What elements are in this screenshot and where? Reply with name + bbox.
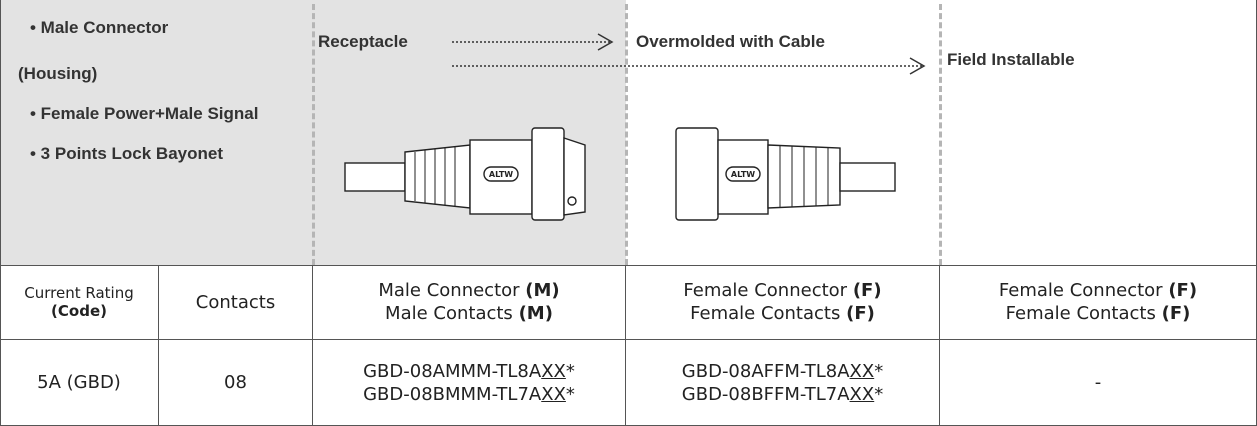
header-code: (Code) — [51, 302, 107, 320]
feature: • Male Connector — [30, 18, 169, 37]
contacts: 08 — [224, 372, 247, 393]
part-suffix: * — [565, 360, 575, 382]
rating: 5A (GBD) — [37, 372, 121, 393]
part-suffix: * — [874, 383, 884, 405]
field: - — [1094, 372, 1102, 393]
arrows — [452, 33, 926, 75]
table-cell: Current Rating (Code) — [0, 265, 159, 340]
part-number: GBD-08AFFM-TL8AXX* — [682, 360, 883, 383]
header-line: Female Contacts (F) — [1006, 302, 1191, 325]
table-cell: GBD-08AMMM-TL8AXX* GBD-08BMMM-TL7AXX* — [313, 340, 626, 426]
header-line: Female Connector (F) — [683, 279, 881, 302]
header-code: (F) — [1168, 280, 1198, 301]
header-code: (M) — [518, 303, 553, 324]
receptacle-drawing: ALTW — [344, 127, 586, 221]
part-code: XX — [849, 383, 875, 405]
header-line: Male Contacts (M) — [385, 302, 553, 325]
svg-text:ALTW: ALTW — [731, 170, 755, 179]
header-line: Female Connector (F) — [999, 279, 1197, 302]
header-code: (F) — [846, 303, 875, 324]
column-title: Receptacle — [318, 32, 408, 51]
header-text: Contacts — [195, 291, 276, 313]
header-line: Male Connector (M) — [378, 279, 559, 302]
separator — [625, 4, 628, 265]
divider — [0, 265, 1257, 266]
svg-text:ALTW: ALTW — [489, 170, 513, 179]
feature: (Housing) — [18, 64, 98, 83]
part-code: XX — [541, 360, 566, 382]
header-code: (M) — [525, 280, 560, 301]
part-prefix: GBD-08AFFM-TL8A — [681, 360, 850, 382]
column-title: Overmolded with Cable — [636, 32, 825, 51]
separator — [312, 4, 315, 265]
table-cell: 08 — [159, 340, 313, 426]
table-cell: GBD-08AFFM-TL8AXX* GBD-08BFFM-TL7AXX* — [626, 340, 940, 426]
separator — [939, 4, 942, 265]
header-text: Female Contacts — [690, 303, 841, 324]
part-prefix: GBD-08BMMM-TL7A — [363, 383, 542, 405]
table-cell: Male Connector (M) Male Contacts (M) — [313, 265, 626, 340]
part-suffix: * — [874, 360, 884, 382]
part-prefix: GBD-08AMMM-TL8A — [363, 360, 542, 382]
header-text: Current Rating — [24, 284, 134, 302]
part-code: XX — [541, 383, 566, 405]
part-number: GBD-08AMMM-TL8AXX* — [363, 360, 575, 383]
header-text: Female Connector — [683, 280, 848, 301]
part-number: GBD-08BMMM-TL7AXX* — [363, 383, 575, 406]
feature: • 3 Points Lock Bayonet — [30, 144, 223, 163]
table-cell: Female Connector (F) Female Contacts (F) — [940, 265, 1257, 340]
header-text: Male Contacts — [385, 303, 513, 324]
table-cell: - — [940, 340, 1257, 426]
header-code: (F) — [852, 280, 882, 301]
part-code: XX — [849, 360, 875, 382]
part-number: GBD-08BFFM-TL7AXX* — [682, 383, 883, 406]
header-text: Female Connector — [998, 280, 1163, 301]
header-line: Female Contacts (F) — [690, 302, 875, 325]
overmolded-drawing: ALTW — [675, 127, 896, 221]
header-code: (F) — [1161, 303, 1191, 324]
table-cell: Female Connector (F) Female Contacts (F) — [626, 265, 940, 340]
header-text: Female Contacts — [1005, 303, 1156, 324]
part-suffix: * — [565, 383, 575, 405]
feature: • Female Power+Male Signal — [30, 104, 259, 123]
part-prefix: GBD-08BFFM-TL7A — [681, 383, 850, 405]
header-text: Male Connector — [378, 280, 520, 301]
column-title: Field Installable — [947, 50, 1075, 69]
table-cell: Contacts — [159, 265, 313, 340]
illustration: ALTW ALTW — [344, 33, 926, 221]
table-cell: 5A (GBD) — [0, 340, 159, 426]
